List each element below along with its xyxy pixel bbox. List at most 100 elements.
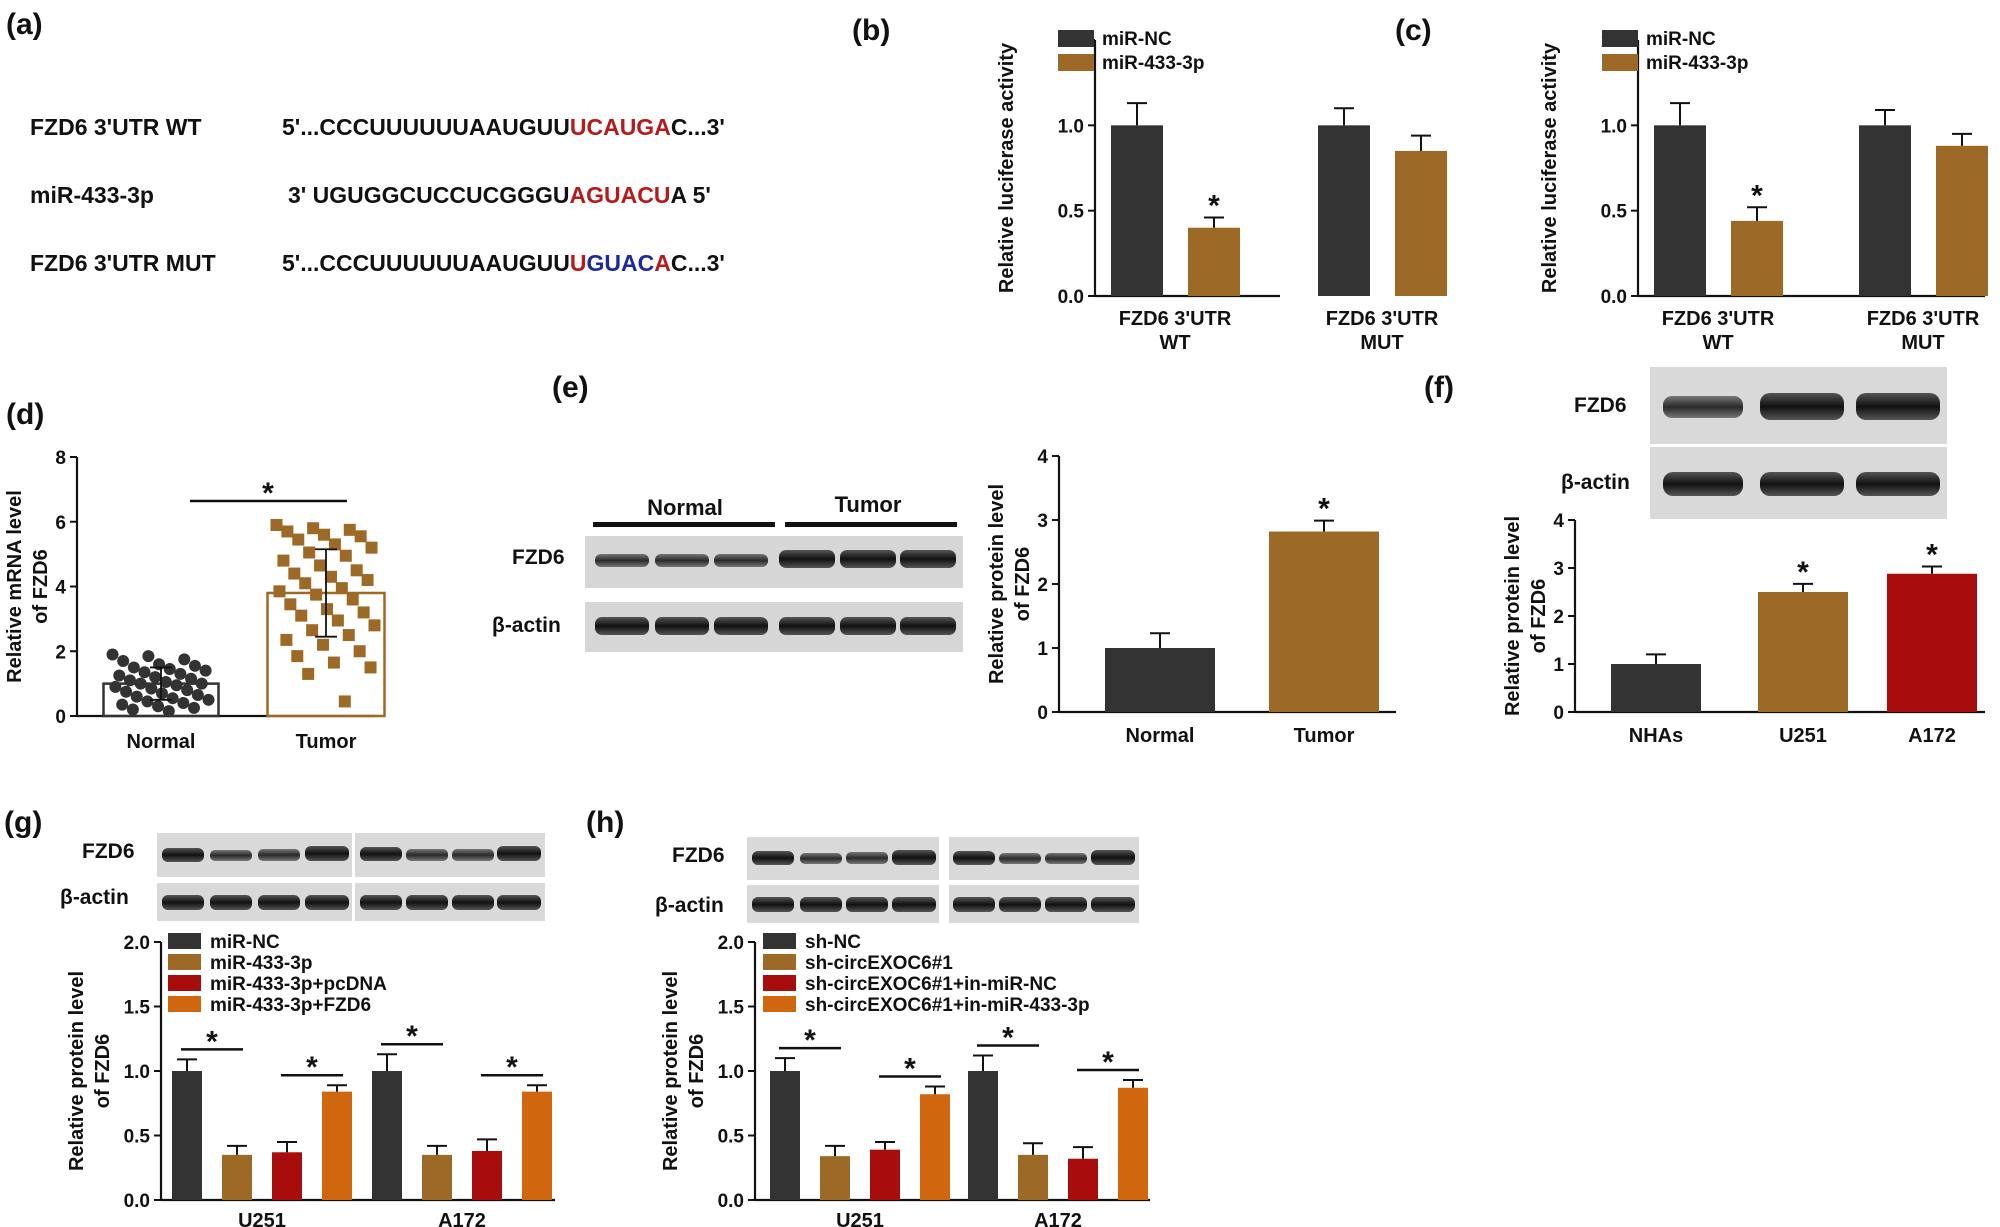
blot-g-label-fzd6: FZD6 xyxy=(82,840,135,863)
chart-b-y-label: Relative luciferase activity xyxy=(996,42,1018,293)
blot-h: (h) FZD6 β-actin xyxy=(586,806,1139,923)
chart-d-point xyxy=(166,692,179,705)
blot-f-label-actin: β-actin xyxy=(1561,471,1630,494)
chart-d-point xyxy=(328,538,341,551)
chart-d-point xyxy=(109,680,122,693)
chart-e-significance-star: * xyxy=(1318,493,1330,526)
blot-h-fzd6-bands xyxy=(752,850,1135,865)
chart-d-point xyxy=(364,661,377,674)
chart-g-legend-label: miR-NC xyxy=(210,932,280,953)
chart-h-y-tick-label: 1.5 xyxy=(718,998,745,1019)
panel-letter-e: (e) xyxy=(552,371,589,404)
chart-h-legend-label: sh-circEXOC6#1 xyxy=(805,953,953,974)
chart-h-legend-label: sh-circEXOC6#1+in-miR-433-3p xyxy=(805,995,1090,1016)
chart-d-point xyxy=(106,648,119,661)
chart-d-point xyxy=(126,703,139,716)
chart-d-x-tick-label: Tumor xyxy=(296,731,357,753)
chart-d-point xyxy=(302,667,315,680)
sequence-mirna-prefix: 3' UGUGGCUCCUCGGGU xyxy=(288,182,570,208)
chart-g-legend-swatch xyxy=(168,975,201,991)
sequence-mirna-site: AGUACU xyxy=(569,182,671,208)
chart-e-y-label-line: of FZD6 xyxy=(1012,547,1034,621)
chart-h-significance-star: * xyxy=(1102,1046,1114,1079)
chart-h-y-tick-label: 0.5 xyxy=(718,1127,745,1148)
chart-d-point xyxy=(202,693,215,706)
chart-g-x-tick-label: A172 xyxy=(438,1210,486,1227)
chart-d-point xyxy=(123,674,136,687)
blot-e-group-tumor: Tumor xyxy=(835,492,902,517)
chart-d-point xyxy=(357,606,370,619)
blot-e: (e) Normal Tumor FZD6 β-actin xyxy=(492,371,963,652)
chart-g-bar xyxy=(372,1071,402,1200)
chart-e-y-tick-label: 4 xyxy=(1037,447,1048,468)
chart-f-x-tick-label: NHAs xyxy=(1629,725,1683,747)
chart-d-point xyxy=(365,541,378,554)
sequence-mut: 5'...CCCUUUUUUAAUGUUUGUACAC...3' xyxy=(282,250,725,277)
blot-f-label-fzd6: FZD6 xyxy=(1574,394,1627,417)
chart-g-significance-star: * xyxy=(406,1020,418,1053)
chart-c-x-tick-label: FZD6 3'UTR xyxy=(1662,308,1775,330)
chart-g-y-tick-label: 1.0 xyxy=(124,1062,150,1083)
chart-d-x-tick-label: Normal xyxy=(127,731,196,753)
blot-g-actin-bands xyxy=(162,895,541,910)
chart-d-y-tick-label: 4 xyxy=(55,578,66,599)
chart-d-point xyxy=(191,688,204,701)
chart-c-legend-label: miR-NC xyxy=(1646,29,1716,50)
chart-c-y-tick-label: 0.5 xyxy=(1601,202,1628,223)
chart-d-point xyxy=(153,658,166,671)
chart-d-y-label: Relative mRNA level of FZD6 xyxy=(4,490,52,683)
chart-d-point xyxy=(163,663,176,676)
chart-d-point xyxy=(138,666,151,679)
blot-e-fzd6-bands xyxy=(595,550,956,568)
chart-d-y-tick-label: 2 xyxy=(55,642,66,663)
chart-d-point xyxy=(199,664,212,677)
chart-d-point xyxy=(188,659,201,672)
sequence-mut-site-3: A xyxy=(654,250,671,276)
chart-h-bar xyxy=(1018,1154,1048,1200)
chart-f-y-tick-label: 3 xyxy=(1553,559,1564,580)
chart-e-y-label: Relative protein level of FZD6 xyxy=(986,484,1034,684)
chart-h-bar xyxy=(820,1156,850,1200)
chart-d-point xyxy=(170,679,183,692)
chart-d-y-tick-label: 0 xyxy=(55,707,66,728)
chart-e-bar xyxy=(1105,648,1215,712)
chart-d-point xyxy=(327,656,340,669)
chart-d-point xyxy=(273,585,286,598)
chart-f-bar xyxy=(1758,592,1848,712)
chart-c-x-tick-label: MUT xyxy=(1901,332,1944,354)
chart-c-legend-swatch xyxy=(1602,30,1638,47)
chart-h-y-label-line: Relative protein level xyxy=(660,971,682,1171)
chart-h-y-tick-label: 1.0 xyxy=(718,1062,744,1083)
chart-d-point xyxy=(270,518,283,531)
chart-g-y-label-line: Relative protein level xyxy=(66,971,88,1171)
chart-d-point xyxy=(177,697,190,710)
chart-h-bar xyxy=(770,1071,800,1200)
chart-c-bar xyxy=(1731,220,1783,296)
sequence-mirna-suffix: A 5' xyxy=(670,182,711,208)
chart-d-point xyxy=(350,564,363,577)
chart-b-legend-swatch xyxy=(1058,30,1094,47)
chart-g-legend-swatch xyxy=(168,996,201,1012)
chart-d-point xyxy=(303,546,316,559)
blot-e-label-actin: β-actin xyxy=(492,614,561,637)
chart-d-point xyxy=(162,705,175,718)
chart-f-x-tick-label: U251 xyxy=(1779,725,1827,747)
chart-d-point xyxy=(181,684,194,697)
chart-h-legend-swatch xyxy=(763,996,796,1012)
chart-d-point xyxy=(331,614,344,627)
chart-f-y-tick-label: 1 xyxy=(1553,655,1564,676)
chart-g-significance-star: * xyxy=(506,1051,518,1084)
chart-d-point xyxy=(127,661,140,674)
chart-h-legend-swatch xyxy=(763,954,796,970)
chart-g-legend-label: miR-433-3p+FZD6 xyxy=(210,995,371,1016)
chart-d-point xyxy=(353,645,366,658)
chart-d-point xyxy=(152,700,165,713)
blot-e-group-normal: Normal xyxy=(647,495,723,520)
chart-h-bar xyxy=(920,1094,950,1200)
chart-g-y-tick-label: 0.0 xyxy=(124,1191,150,1212)
chart-d-point xyxy=(343,523,356,536)
blot-e-label-fzd6: FZD6 xyxy=(512,546,565,569)
chart-c-y-tick-label: 1.0 xyxy=(1601,116,1627,137)
blot-g-fzd6-bands xyxy=(162,846,541,862)
chart-c-legend-swatch xyxy=(1602,54,1638,71)
